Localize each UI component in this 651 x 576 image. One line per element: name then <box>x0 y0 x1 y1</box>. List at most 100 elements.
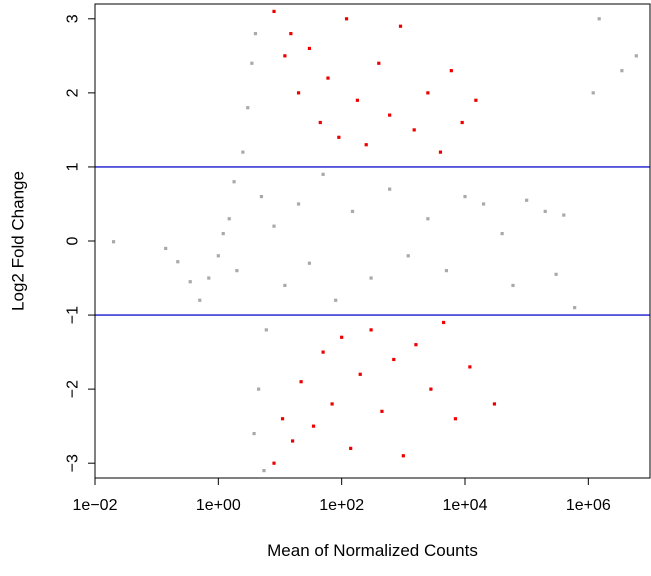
reference-lines <box>95 166 650 316</box>
data-point <box>344 17 349 21</box>
data-point <box>444 269 449 273</box>
data-point <box>250 61 254 65</box>
points-layer <box>111 9 638 473</box>
data-point <box>340 335 344 339</box>
data-point <box>442 320 446 325</box>
y-tick-label: −3 <box>65 454 82 472</box>
data-point <box>463 194 467 199</box>
data-point <box>252 431 256 436</box>
data-point <box>634 54 638 58</box>
data-point <box>307 46 312 51</box>
data-point <box>597 17 601 21</box>
data-point <box>259 194 264 199</box>
data-point <box>349 446 353 450</box>
data-point <box>262 468 266 473</box>
data-point <box>272 461 276 465</box>
data-point <box>511 283 515 288</box>
data-point <box>321 350 325 354</box>
data-point <box>573 306 577 310</box>
data-point <box>235 269 239 273</box>
data-point <box>188 280 192 284</box>
data-point <box>350 209 355 213</box>
data-point <box>318 120 322 125</box>
data-point <box>369 276 373 280</box>
data-point <box>216 254 220 258</box>
data-point <box>474 98 478 102</box>
data-point <box>449 69 453 73</box>
y-tick-label: −1 <box>65 306 82 324</box>
data-point <box>406 254 410 258</box>
data-point <box>388 113 392 117</box>
data-point <box>438 150 443 154</box>
data-point <box>398 24 403 28</box>
data-point <box>253 32 258 36</box>
data-point <box>272 224 276 228</box>
data-point <box>272 9 276 14</box>
data-point <box>401 454 405 458</box>
data-point <box>412 128 416 132</box>
data-point <box>525 198 529 202</box>
data-point <box>392 357 396 362</box>
data-point <box>468 365 472 369</box>
data-point <box>246 106 250 110</box>
data-point <box>591 91 595 95</box>
data-point <box>321 172 325 176</box>
data-point <box>426 217 430 221</box>
data-point <box>453 417 458 421</box>
data-point <box>227 217 231 221</box>
data-point <box>426 91 430 95</box>
data-point <box>241 150 245 154</box>
data-point <box>380 409 384 413</box>
data-point <box>358 372 362 376</box>
data-point <box>232 180 236 184</box>
y-tick-label: 0 <box>65 236 82 245</box>
data-point <box>111 240 116 244</box>
data-point <box>429 387 433 391</box>
x-axis: 1e−02 1e+00 1e+02 1e+04 1e+06 <box>73 477 611 514</box>
data-point <box>377 61 381 65</box>
data-point <box>176 260 180 264</box>
y-tick-label: 1 <box>65 162 82 171</box>
data-point <box>221 231 225 236</box>
data-point <box>330 402 334 406</box>
x-tick-label: 1e+04 <box>443 497 488 514</box>
data-point <box>311 424 316 428</box>
x-tick-label: 1e+06 <box>566 497 611 514</box>
y-tick-label: −2 <box>65 380 82 398</box>
data-point <box>543 209 547 213</box>
data-point <box>492 402 497 406</box>
x-tick-label: 1e−02 <box>73 497 118 514</box>
data-point <box>337 135 341 139</box>
data-point <box>414 343 418 347</box>
data-point <box>289 32 293 36</box>
data-point <box>296 202 301 206</box>
data-point <box>369 328 373 332</box>
data-point <box>364 143 368 147</box>
data-point <box>460 120 464 125</box>
y-tick-label: 3 <box>65 14 82 23</box>
data-point <box>299 380 303 384</box>
data-point <box>307 261 312 265</box>
data-point <box>198 298 202 302</box>
data-point <box>296 91 301 95</box>
data-point <box>264 328 268 332</box>
data-point <box>388 187 392 191</box>
y-axis: −3 −2 −1 0 1 2 3 <box>65 14 96 472</box>
plot-frame <box>94 3 651 479</box>
x-tick-label: 1e+02 <box>319 497 364 514</box>
data-point <box>290 439 295 443</box>
data-point <box>500 231 504 236</box>
y-tick-label: 2 <box>65 88 82 97</box>
data-point <box>334 298 338 302</box>
data-point <box>280 417 285 421</box>
data-point <box>562 213 566 217</box>
data-point <box>207 276 211 280</box>
x-tick-label: 1e+00 <box>196 497 241 514</box>
data-point <box>326 76 330 80</box>
data-point <box>257 387 261 391</box>
y-axis-title: Log2 Fold Change <box>9 171 28 311</box>
data-point <box>164 246 168 251</box>
data-point <box>355 98 360 102</box>
x-axis-title: Mean of Normalized Counts <box>267 541 478 560</box>
